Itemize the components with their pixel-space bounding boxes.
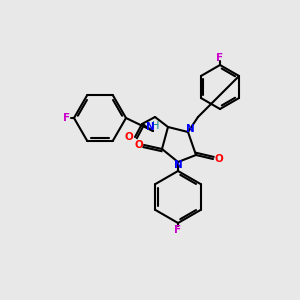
Text: F: F — [174, 225, 182, 235]
Text: H: H — [152, 121, 160, 131]
Text: F: F — [216, 53, 224, 63]
Text: N: N — [186, 124, 194, 134]
Text: F: F — [63, 113, 70, 123]
Text: N: N — [174, 160, 182, 170]
Text: O: O — [214, 154, 224, 164]
Text: N: N — [146, 122, 154, 132]
Text: O: O — [135, 140, 143, 150]
Text: O: O — [124, 132, 134, 142]
